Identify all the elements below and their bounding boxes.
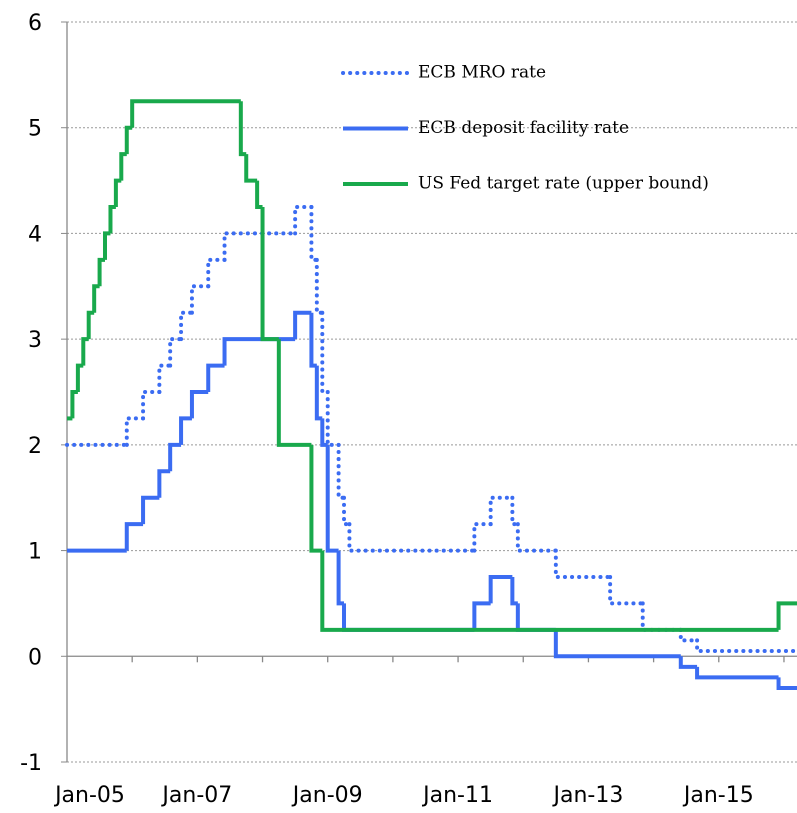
rate-step: [309, 444, 323, 553]
rate-step: [102, 231, 111, 260]
rate-step: [314, 257, 325, 315]
rate-step: [119, 152, 127, 181]
rate-step: [255, 180, 263, 209]
rate-step: [325, 390, 341, 447]
rate-step: [553, 629, 681, 659]
rate-step: [515, 522, 558, 553]
rate-step: [130, 99, 241, 128]
rate-step: [776, 677, 797, 690]
rate-step: [510, 495, 520, 527]
rate-step: [678, 627, 700, 643]
x-tick-label: Jan-13: [551, 783, 623, 808]
rate-step: [293, 205, 314, 236]
x-tick-label: Jan-15: [682, 783, 754, 808]
rate-step: [86, 310, 95, 340]
rate-step: [222, 337, 296, 366]
rate-step: [189, 390, 209, 419]
rate-step: [342, 603, 475, 632]
rate-step: [776, 601, 797, 630]
y-tick-label: 6: [28, 11, 42, 36]
rate-step: [347, 522, 477, 553]
legend-label: ECB MRO rate: [418, 63, 546, 83]
rate-step: [113, 178, 122, 207]
y-tick-label: -1: [20, 751, 42, 776]
rate-step: [108, 205, 116, 234]
rate-step: [141, 390, 162, 421]
y-tick-label: 3: [28, 328, 42, 353]
rate-step: [75, 363, 84, 392]
rate-step: [81, 337, 89, 366]
rate-step: [608, 575, 645, 606]
y-tick-label: 2: [28, 434, 42, 459]
rate-step: [336, 442, 347, 500]
rate-step: [695, 638, 797, 653]
rate-step: [206, 257, 227, 289]
rate-step: [640, 601, 683, 632]
rate-step: [168, 442, 182, 472]
rate-step: [515, 603, 556, 632]
rate-step: [336, 550, 345, 606]
legend-label: US Fed target rate (upper bound): [418, 174, 709, 194]
rate-step: [157, 363, 173, 394]
rate-step: [510, 577, 518, 606]
rate-step: [472, 601, 491, 630]
rate-step: [70, 390, 78, 419]
x-tick-label: Jan-05: [53, 783, 125, 808]
rate-step: [222, 231, 298, 262]
rate-step: [157, 469, 171, 498]
x-tick-label: Jan-11: [421, 783, 493, 808]
rate-step: [293, 310, 312, 340]
rate-step: [325, 444, 339, 553]
x-tick-label: Jan-09: [291, 783, 363, 808]
rate-step: [168, 337, 184, 368]
rate-step: [553, 548, 613, 579]
rate-step: [320, 310, 330, 394]
rate-step: [92, 284, 100, 313]
rate-step: [678, 656, 698, 669]
rate-step: [320, 418, 328, 447]
rate-step: [276, 339, 312, 447]
rate-step: [695, 666, 779, 680]
rate-step: [320, 550, 779, 632]
y-tick-label: 1: [28, 540, 42, 565]
rate-step: [309, 312, 317, 368]
rate-step: [124, 522, 144, 551]
rate-step: [342, 495, 352, 527]
rate-step: [472, 522, 493, 553]
y-tick-label: 4: [28, 222, 42, 247]
legend-label: ECB deposit facility rate: [418, 118, 629, 138]
x-tick-label: Jan-07: [160, 783, 232, 808]
rate-step: [189, 284, 211, 315]
rate-step: [141, 495, 160, 525]
rate-step: [488, 575, 513, 604]
rate-step: [179, 310, 194, 342]
y-tick-label: 0: [28, 645, 42, 670]
y-tick-label: 5: [28, 117, 42, 142]
rate-step: [488, 495, 515, 527]
rate-step: [124, 416, 146, 447]
rate-step: [260, 207, 279, 342]
rate-step: [179, 416, 192, 445]
rate-step: [206, 363, 225, 392]
rate-step: [244, 154, 258, 183]
rate-step: [97, 257, 105, 287]
rate-step: [124, 125, 133, 155]
